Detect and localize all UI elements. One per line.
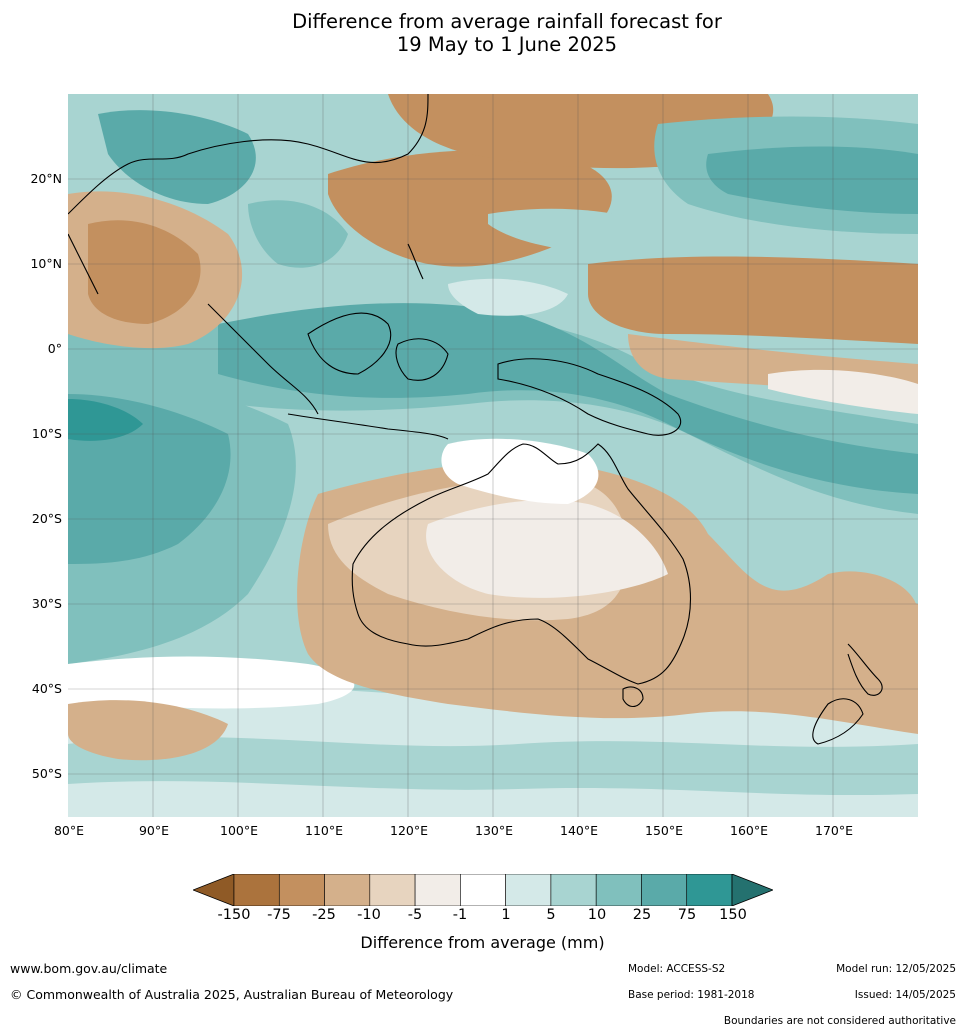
x-tick-130e: 130°E bbox=[474, 823, 514, 838]
x-tick-90e: 90°E bbox=[138, 823, 170, 838]
x-tick-170e: 170°E bbox=[814, 823, 854, 838]
legend-swatch bbox=[595, 874, 642, 906]
legend-swatch bbox=[641, 874, 688, 906]
y-tick-10n: 10°N bbox=[30, 256, 62, 271]
y-tick-10s: 10°S bbox=[31, 426, 62, 441]
legend-max-arrow bbox=[731, 874, 773, 906]
legend-tick: -75 bbox=[267, 907, 291, 923]
y-tick-30s: 30°S bbox=[31, 596, 62, 611]
rainfall-map bbox=[68, 94, 918, 817]
copyright-text: © Commonwealth of Australia 2025, Austra… bbox=[10, 987, 454, 1002]
legend-tick: -150 bbox=[217, 907, 251, 923]
map-canvas bbox=[68, 94, 918, 817]
disclaimer-text: Boundaries are not considered authoritat… bbox=[723, 1015, 956, 1027]
legend-title: Difference from average (mm) bbox=[360, 933, 605, 952]
y-tick-20s: 20°S bbox=[31, 511, 62, 526]
legend-swatch bbox=[324, 874, 371, 906]
legend-tick: 25 bbox=[632, 907, 652, 923]
map-grid bbox=[68, 94, 918, 817]
legend-tick: 10 bbox=[587, 907, 607, 923]
model-text: Model: ACCESS-S2 bbox=[628, 963, 726, 975]
x-tick-120e: 120°E bbox=[389, 823, 429, 838]
base-period-text: Base period: 1981-2018 bbox=[628, 989, 755, 1001]
coastlines bbox=[68, 94, 883, 745]
legend-tick: 5 bbox=[546, 907, 556, 923]
legend-swatch bbox=[233, 874, 280, 906]
legend-swatch bbox=[414, 874, 461, 906]
map-title: Difference from average rainfall forecas… bbox=[0, 10, 965, 56]
legend-tick: -25 bbox=[312, 907, 336, 923]
legend-swatch bbox=[686, 874, 733, 906]
legend-tick: -5 bbox=[407, 907, 423, 923]
y-tick-0: 0° bbox=[47, 341, 62, 356]
legend-swatch bbox=[460, 874, 506, 906]
title-line-2: 19 May to 1 June 2025 bbox=[396, 33, 618, 56]
title-line-1: Difference from average rainfall forecas… bbox=[292, 10, 722, 33]
legend-tick: 150 bbox=[719, 907, 747, 923]
issued-text: Issued: 14/05/2025 bbox=[854, 989, 956, 1001]
legend-swatch bbox=[278, 874, 325, 906]
legend-tick: -1 bbox=[452, 907, 468, 923]
legend-swatch bbox=[505, 874, 552, 906]
website-link[interactable]: www.bom.gov.au/climate bbox=[10, 961, 168, 976]
x-tick-110e: 110°E bbox=[304, 823, 344, 838]
legend-swatch bbox=[369, 874, 416, 906]
legend-colorbar bbox=[193, 874, 773, 906]
x-tick-100e: 100°E bbox=[219, 823, 259, 838]
x-tick-140e: 140°E bbox=[559, 823, 599, 838]
legend-tick: 1 bbox=[501, 907, 511, 923]
legend-min-arrow bbox=[193, 874, 235, 906]
y-tick-20n: 20°N bbox=[30, 171, 62, 186]
x-tick-160e: 160°E bbox=[729, 823, 769, 838]
x-tick-150e: 150°E bbox=[644, 823, 684, 838]
legend-swatch bbox=[550, 874, 597, 906]
model-run-text: Model run: 12/05/2025 bbox=[836, 963, 956, 975]
y-tick-40s: 40°S bbox=[31, 681, 62, 696]
legend-tick: -10 bbox=[357, 907, 381, 923]
y-tick-50s: 50°S bbox=[31, 766, 62, 781]
x-tick-80e: 80°E bbox=[53, 823, 85, 838]
legend-tick: 75 bbox=[677, 907, 697, 923]
